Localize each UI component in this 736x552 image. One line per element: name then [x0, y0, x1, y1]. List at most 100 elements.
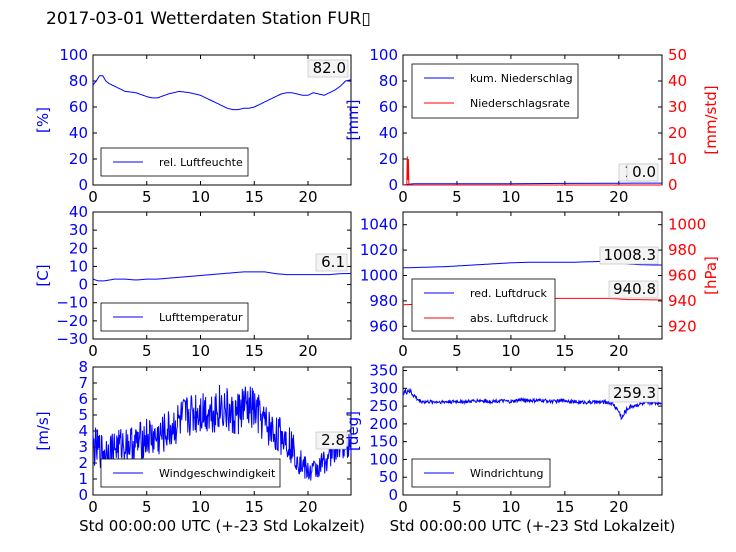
x-tick-label: 0 [88, 188, 98, 206]
y2-tick-label: 50 [668, 46, 687, 64]
value-annotation: 1008.3 [604, 246, 657, 264]
legend-label: rel. Luftfeuchte [159, 156, 243, 169]
y-tick-label: 2 [78, 454, 88, 472]
plot-frame [402, 366, 663, 496]
y-tick-label: −10 [56, 294, 88, 312]
y2-tick-label: 920 [668, 317, 697, 335]
y-tick-label: 100 [59, 46, 88, 64]
y-axis-label: [%] [34, 107, 52, 133]
series-line-1 [92, 271, 351, 282]
legend-box [411, 278, 556, 332]
y-tick-label: 0 [388, 486, 398, 504]
x-tick-label: 10 [191, 342, 210, 360]
y-tick-label: 6 [78, 390, 88, 408]
x-tick-label: 10 [191, 188, 210, 206]
x-tick-label: 15 [555, 188, 574, 206]
value-annotation: 940.8 [613, 280, 656, 298]
y-tick-label: 7 [78, 374, 88, 392]
legend-label: red. Luftdruck [470, 287, 547, 300]
plot-frame [92, 54, 352, 186]
x-tick-label: 15 [245, 188, 264, 206]
x-tick-label: 5 [452, 342, 462, 360]
series-line-1 [92, 384, 352, 481]
y2-tick-label: 20 [668, 124, 687, 142]
y-tick-label: 300 [369, 379, 398, 397]
y2-tick-label: 0 [668, 176, 678, 194]
y-tick-label: 1020 [360, 241, 398, 259]
x-tick-label: 15 [555, 498, 574, 516]
x-tick-label: 20 [298, 188, 317, 206]
y-tick-label: 80 [69, 72, 88, 90]
y-tick-label: 960 [369, 317, 398, 335]
x-tick-label: 15 [245, 498, 264, 516]
y-tick-label: 100 [369, 450, 398, 468]
legend-label: abs. Luftdruck [470, 312, 549, 325]
y-tick-label: 980 [369, 292, 398, 310]
y-tick-label: −20 [56, 312, 88, 330]
y-tick-label: 40 [379, 124, 398, 142]
y-tick-label: 20 [379, 150, 398, 168]
value-annotation: 259.3 [613, 384, 656, 402]
y-tick-label: 1040 [360, 216, 398, 234]
value-annotation-box [626, 163, 659, 182]
x-tick-label: 20 [609, 188, 628, 206]
x-tick-label: 0 [398, 188, 408, 206]
legend-label: Niederschlagsrate [470, 97, 570, 110]
series-line-2 [403, 156, 662, 186]
series-line-1 [402, 388, 663, 421]
y-tick-label: 5 [78, 406, 88, 424]
y-tick-label: 20 [69, 239, 88, 257]
y-tick-label: 350 [369, 362, 398, 380]
value-annotation-box [307, 59, 349, 78]
y-tick-label: 250 [369, 397, 398, 415]
legend-label: Windgeschwindigkeit [159, 467, 276, 480]
y-tick-label: 100 [369, 46, 398, 64]
y-tick-label: 60 [379, 98, 398, 116]
y2-tick-label: 40 [668, 72, 687, 90]
y-tick-label: 1 [78, 470, 88, 488]
y-tick-label: 4 [78, 422, 88, 440]
y-tick-label: 40 [69, 203, 88, 221]
y2-tick-label: 10 [668, 150, 687, 168]
x-tick-label: 15 [245, 342, 264, 360]
x-tick-label: 0 [398, 498, 408, 516]
value-annotation-box [608, 280, 659, 299]
x-tick-label: 0 [88, 498, 98, 516]
y2-tick-label: 960 [668, 267, 697, 285]
y-axis-label: [deg] [344, 411, 362, 451]
y-tick-label: 8 [78, 358, 88, 376]
y-axis-label: [m/s] [34, 411, 52, 450]
y-tick-label: 80 [379, 72, 398, 90]
x-tick-label: 10 [501, 188, 520, 206]
x-axis-label: Std 00:00:00 UTC (+-23 Std Lokalzeit) [79, 517, 365, 535]
y-tick-label: 0 [78, 276, 88, 294]
value-annotation-box [599, 246, 659, 265]
y2-tick-label: 1000 [668, 216, 706, 234]
x-tick-label: 15 [555, 342, 574, 360]
y-tick-label: 30 [69, 221, 88, 239]
x-tick-label: 5 [142, 188, 152, 206]
x-tick-label: 0 [88, 342, 98, 360]
y2-tick-label: 940 [668, 292, 697, 310]
x-tick-label: 10 [501, 342, 520, 360]
x-tick-label: 5 [452, 498, 462, 516]
x-tick-label: 5 [142, 498, 152, 516]
x-tick-label: 20 [298, 498, 317, 516]
figure-title: 2017-03-01 Wetterdaten Station FUR▯ [46, 9, 371, 29]
legend-box [411, 63, 579, 119]
value-annotation: 0.0 [632, 163, 656, 181]
y-tick-label: 60 [69, 98, 88, 116]
x-tick-label: 20 [609, 342, 628, 360]
y-tick-label: 20 [69, 150, 88, 168]
x-tick-label: 5 [452, 188, 462, 206]
y2-tick-label: 980 [668, 241, 697, 259]
y-tick-label: 200 [369, 415, 398, 433]
y-tick-label: 0 [388, 176, 398, 194]
x-tick-label: 5 [142, 342, 152, 360]
plot-frame [92, 211, 352, 340]
legend-box [411, 458, 551, 488]
y2-tick-label: 30 [668, 98, 687, 116]
y-tick-label: 150 [369, 433, 398, 451]
y-tick-label: 0 [78, 486, 88, 504]
y-tick-label: 50 [379, 468, 398, 486]
